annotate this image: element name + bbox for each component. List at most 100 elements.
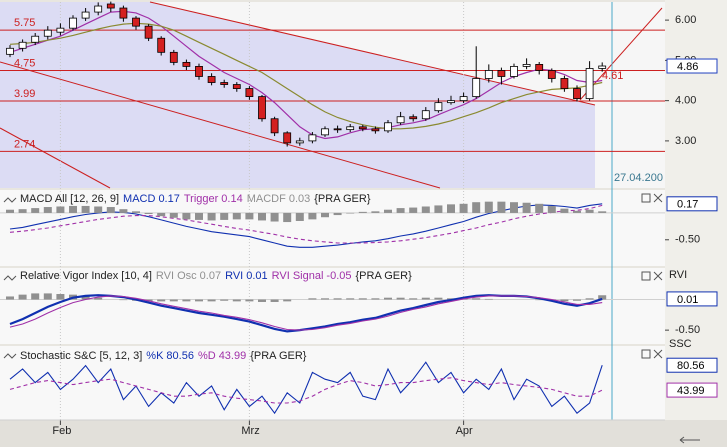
candle-body — [94, 5, 103, 13]
histogram-bar — [384, 297, 392, 300]
histogram-bar — [333, 298, 342, 300]
histogram-bar — [182, 212, 191, 220]
candle-body — [510, 66, 518, 77]
maximize-button[interactable] — [641, 193, 651, 203]
legend-value: 0.17 — [158, 193, 179, 205]
value-flag — [666, 382, 718, 398]
candle-body — [585, 68, 594, 100]
histogram-bar — [56, 294, 65, 300]
value-flag-label: 43.99 — [677, 385, 705, 397]
candle-body — [333, 128, 342, 131]
histogram-bar — [434, 205, 443, 213]
candle-body — [308, 134, 317, 142]
histogram-bar — [31, 293, 40, 300]
histogram-bar — [573, 299, 581, 301]
candle-body — [459, 96, 468, 102]
histogram-bar — [232, 212, 241, 220]
value-flag-label: 0.17 — [677, 199, 698, 211]
histogram-bar — [321, 212, 329, 218]
close-button[interactable] — [653, 349, 663, 359]
histogram-bar — [119, 299, 128, 301]
level-label: 3.99 — [14, 88, 35, 100]
histogram-bar — [573, 210, 581, 213]
histogram-bar — [459, 203, 468, 213]
indicator-icon — [3, 197, 17, 359]
histogram-bar — [585, 298, 594, 300]
maximize-button[interactable] — [641, 271, 651, 281]
source: {PRA GER} — [356, 270, 413, 282]
candle-body — [18, 41, 27, 49]
candle-body — [182, 61, 191, 67]
candle-body — [409, 116, 418, 120]
macd-pane — [0, 190, 665, 266]
candle-body — [195, 66, 203, 77]
histogram-bar — [598, 295, 607, 300]
legend-name: RVI Osc — [156, 270, 197, 282]
y-tick-label: 6.00 — [675, 14, 696, 26]
legend-value: 0.07 — [200, 270, 221, 282]
candle-body — [497, 70, 506, 77]
histogram-bar — [94, 297, 103, 300]
histogram-bar — [522, 202, 531, 213]
histogram-bar — [220, 212, 229, 220]
scroll-arrow[interactable] — [679, 436, 700, 444]
candle-body — [371, 128, 380, 132]
histogram-bar — [308, 298, 317, 300]
histogram-bar — [6, 209, 14, 213]
histogram-bar — [447, 204, 455, 213]
y-tick-label: 3.00 — [675, 135, 696, 147]
histogram-bar — [106, 207, 115, 213]
histogram-bar — [258, 212, 266, 221]
channel-line — [149, 1, 596, 106]
histogram-bar — [94, 206, 103, 213]
histogram-bar — [43, 293, 52, 300]
value-flag — [666, 291, 718, 307]
histogram-bar — [409, 207, 418, 213]
close-button[interactable] — [653, 271, 663, 281]
histogram-bar — [396, 208, 405, 213]
candle-body — [245, 88, 254, 98]
legend-name: RVI Signal — [272, 270, 324, 282]
date-marker: 27.04.200 — [614, 172, 663, 184]
value-flag — [666, 357, 718, 373]
candle-body — [484, 70, 493, 79]
level-label: 2.74 — [14, 138, 35, 150]
histogram-bar — [396, 297, 405, 300]
candle-body — [207, 76, 216, 83]
histogram-bar — [484, 298, 493, 300]
histogram-bar — [484, 201, 493, 213]
axis-label: SSC — [669, 338, 692, 350]
candle-body — [321, 128, 329, 136]
candle-body — [283, 132, 292, 144]
histogram-bar — [69, 205, 77, 213]
title-text: Stochastic S&C [5, 12, 3] — [20, 350, 142, 362]
pane-title: MACD All [12, 26, 9] MACD 0.17 Trigger 0.14 M… — [20, 193, 371, 205]
candle-body — [346, 126, 355, 131]
value-flag — [666, 58, 718, 74]
histogram-bar — [384, 209, 392, 213]
candle-body — [119, 7, 128, 19]
histogram-bar — [497, 201, 506, 213]
value-flag-label: 4.86 — [677, 61, 698, 73]
histogram-bar — [346, 212, 355, 214]
x-tick-label: Mrz — [241, 425, 259, 437]
candle-body — [81, 11, 90, 19]
maximize-button[interactable] — [641, 349, 651, 359]
histogram-bar — [598, 211, 607, 213]
candle-body — [169, 51, 178, 63]
histogram-bar — [270, 212, 279, 222]
pane-title: Stochastic S&C [5, 12, 3] %K 80.56 %D 43.99{… — [20, 350, 307, 362]
legend-value: 80.56 — [166, 350, 194, 362]
histogram-bar — [535, 203, 544, 213]
source: {PRA GER} — [250, 350, 307, 362]
histogram-bar — [283, 212, 292, 223]
histogram-bar — [157, 299, 166, 302]
series-line — [9, 295, 603, 331]
histogram-bar — [195, 299, 203, 302]
candle-body — [358, 126, 367, 130]
histogram-bar — [409, 298, 418, 300]
histogram-bar — [333, 212, 342, 216]
y-tick-label: -0.50 — [675, 324, 700, 336]
close-button[interactable] — [653, 193, 663, 203]
